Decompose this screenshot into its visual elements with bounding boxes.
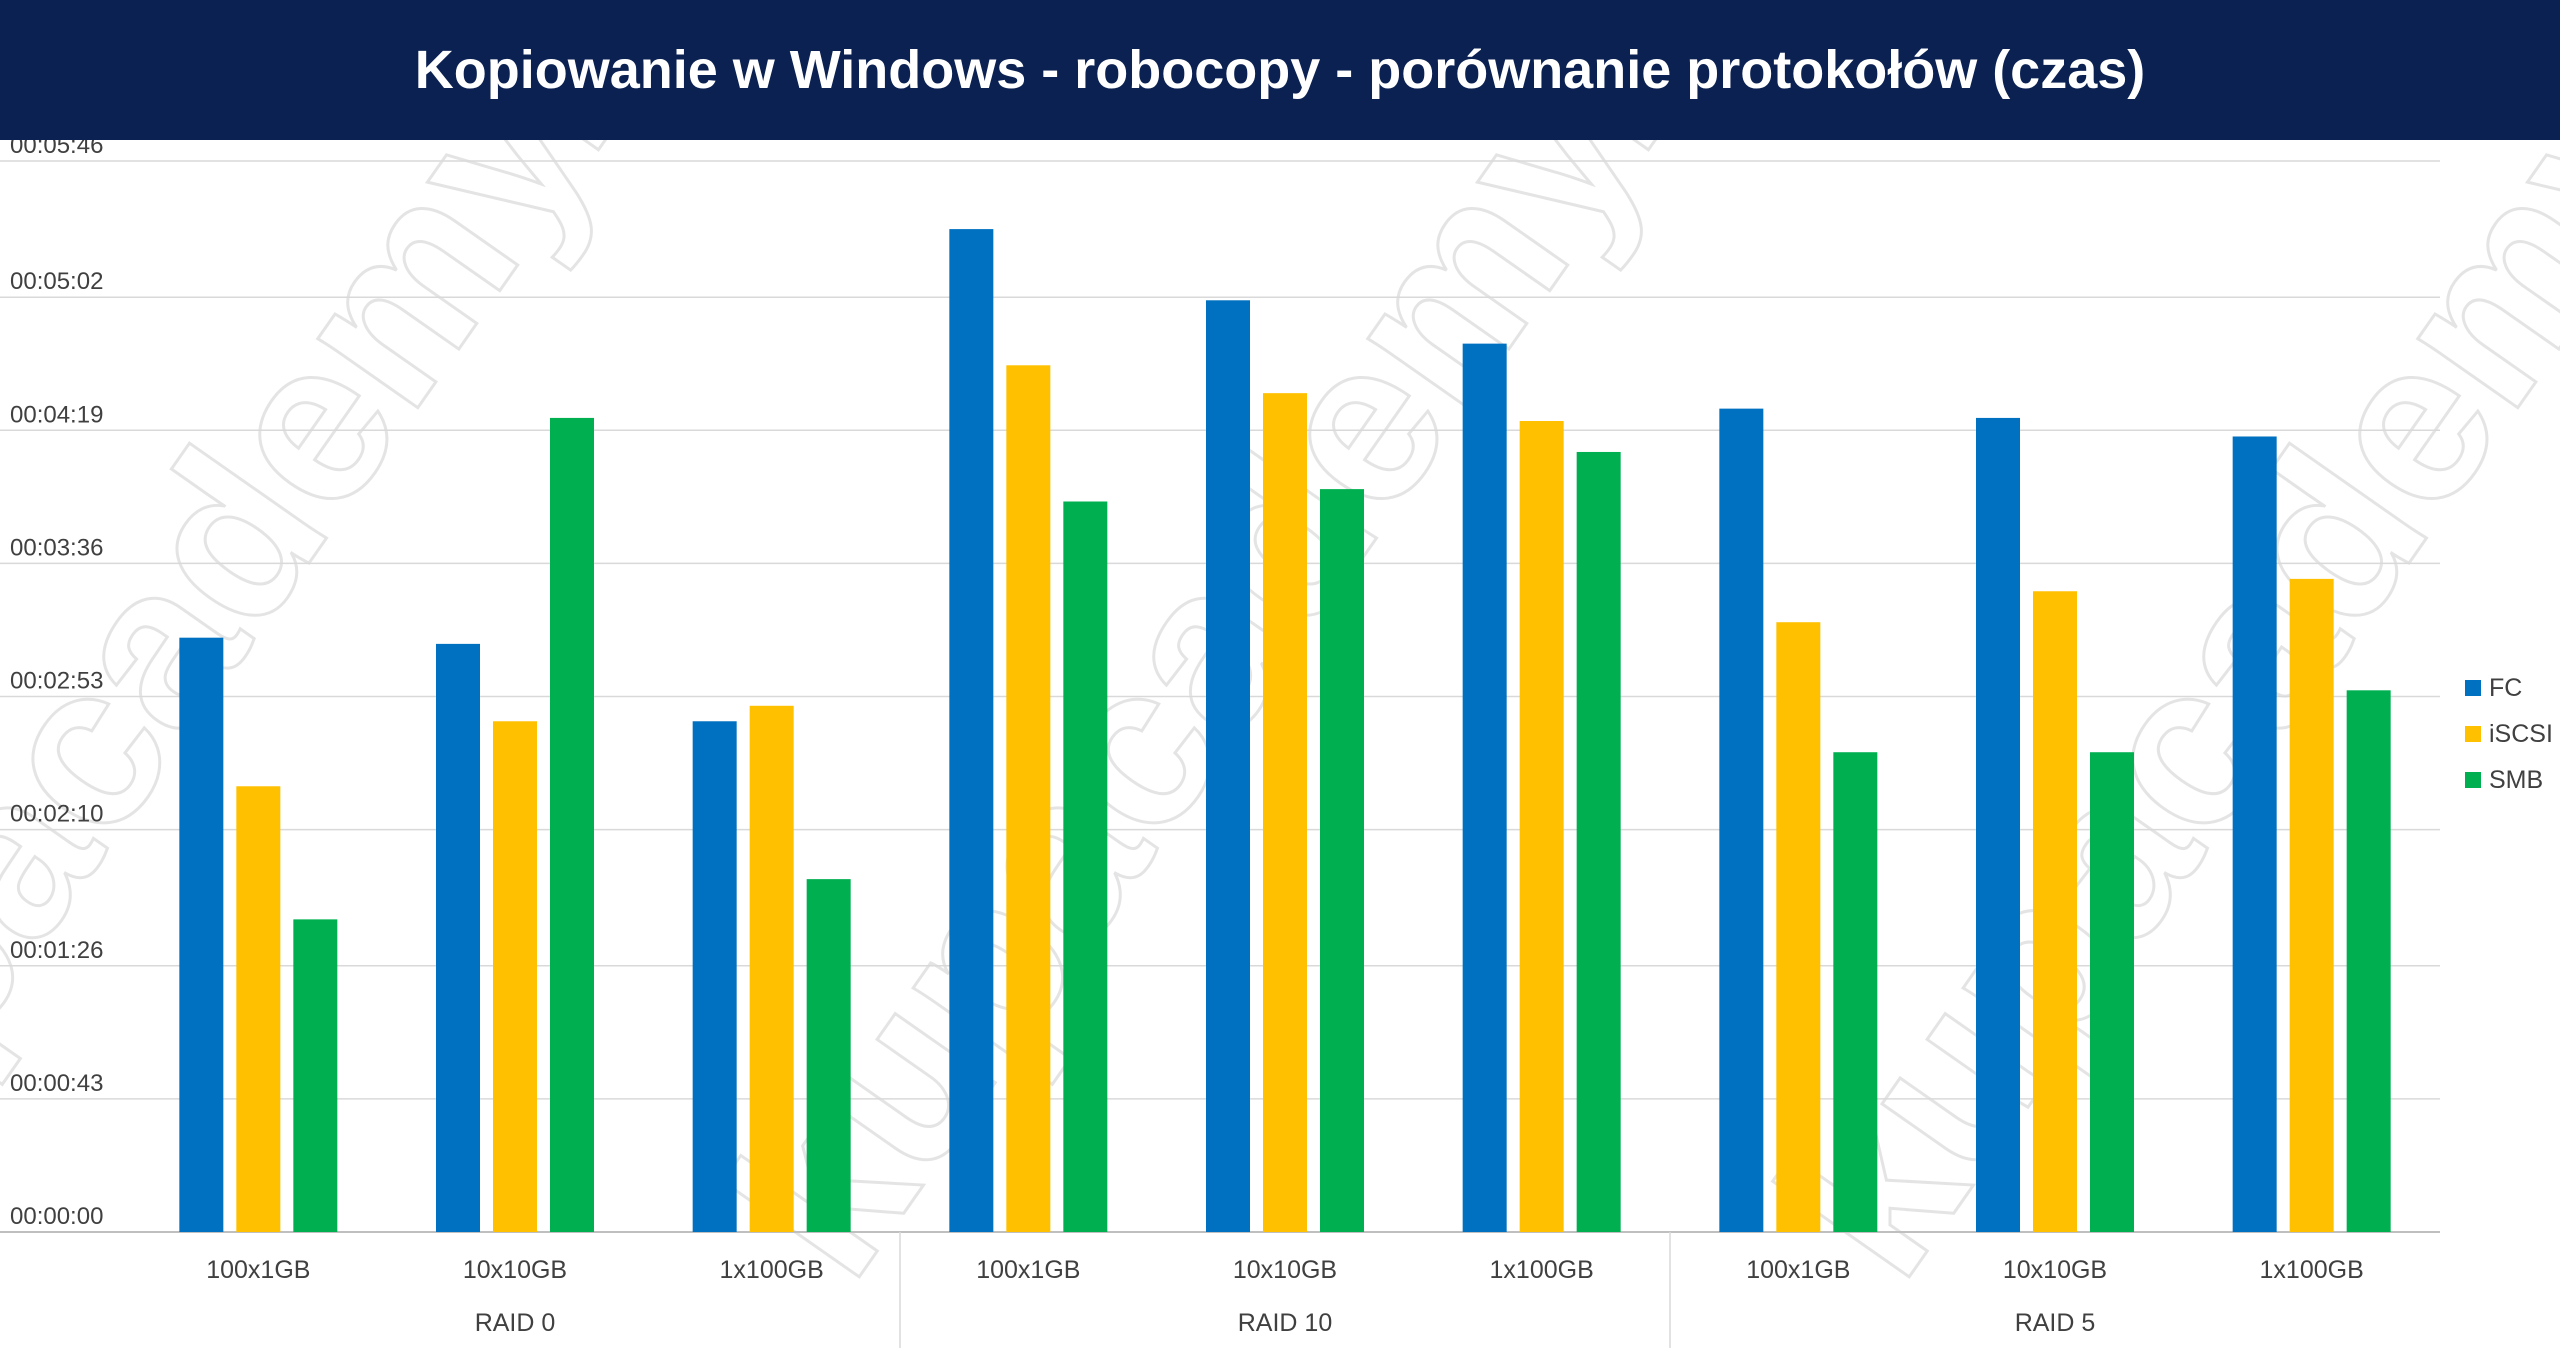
bar-fc <box>1206 300 1250 1233</box>
x-tick-label: 10x10GB <box>1233 1256 1337 1284</box>
x-tick-label: 1x100GB <box>720 1256 824 1284</box>
x-tick-label: 1x100GB <box>1490 1256 1594 1284</box>
bar-fc <box>949 229 994 1232</box>
bar-smb <box>1063 501 1108 1232</box>
legend-label: FC <box>2489 674 2522 702</box>
bar-iscsi <box>2289 578 2334 1232</box>
y-tick-label: 00:05:46 <box>10 140 103 159</box>
chart-area: kupacademy.pl kupacademy.pl kupacademy.pl … <box>0 140 2560 1348</box>
bar-fc <box>692 721 737 1232</box>
bar-iscsi <box>1006 365 1051 1232</box>
bar-iscsi <box>2033 591 2077 1232</box>
legend-swatch <box>2465 772 2481 788</box>
x-tick-label: 100x1GB <box>206 1256 310 1284</box>
bar-smb <box>550 417 594 1232</box>
bar-fc <box>1976 417 2020 1232</box>
bar-smb <box>293 919 338 1232</box>
x-tick-label: 10x10GB <box>2003 1256 2107 1284</box>
y-tick-label: 00:03:36 <box>10 534 103 561</box>
bar-iscsi <box>493 721 537 1232</box>
y-axis-ticks: 00:00:00 00:00:43 00:01:26 00:02:10 00:02:53… <box>10 140 103 1230</box>
x-tick-label: 1x100GB <box>2260 1256 2364 1284</box>
bar-smb <box>806 879 851 1232</box>
legend-swatch <box>2465 726 2481 742</box>
legend: FC iSCSI SMB <box>2465 674 2553 794</box>
bars <box>179 229 2391 1233</box>
x-tick-label: 100x1GB <box>976 1256 1080 1284</box>
bar-iscsi <box>1776 622 1821 1232</box>
bar-iscsi <box>1263 393 1307 1232</box>
x-tick-label: 10x10GB <box>463 1256 567 1284</box>
chart-title: Kopiowanie w Windows - robocopy - porówn… <box>414 40 2146 100</box>
y-tick-label: 00:02:10 <box>10 801 103 828</box>
bar-iscsi <box>1519 421 1564 1232</box>
bar-chart: kupacademy.plkupacademy.plkupacademy.pl … <box>0 140 2560 1348</box>
bar-smb <box>1576 451 1621 1232</box>
bar-iscsi <box>749 705 794 1232</box>
bar-fc <box>179 637 224 1232</box>
group-label: RAID 10 <box>1238 1309 1332 1337</box>
y-tick-label: 00:04:19 <box>10 401 103 428</box>
watermark-text: kupacademy.pl <box>0 140 784 1318</box>
y-tick-label: 00:05:02 <box>10 268 103 295</box>
group-labels: RAID 0 RAID 10 RAID 5 <box>475 1232 2096 1348</box>
y-tick-label: 00:02:53 <box>10 668 103 695</box>
y-tick-label: 00:00:43 <box>10 1070 103 1097</box>
bar-iscsi <box>236 786 281 1232</box>
bar-smb <box>1320 489 1364 1232</box>
bar-smb <box>2090 752 2134 1232</box>
legend-label: SMB <box>2489 766 2543 794</box>
bar-smb <box>1833 752 1878 1232</box>
title-bar: Kopiowanie w Windows - robocopy - porówn… <box>0 0 2560 140</box>
x-tick-label: 100x1GB <box>1746 1256 1850 1284</box>
legend-swatch <box>2465 680 2481 696</box>
y-tick-label: 00:00:00 <box>10 1203 103 1230</box>
y-tick-label: 00:01:26 <box>10 937 103 964</box>
legend-label: iSCSI <box>2489 720 2553 748</box>
bar-fc <box>436 643 480 1232</box>
bar-fc <box>1719 408 1764 1232</box>
bar-smb <box>2346 690 2391 1232</box>
bar-fc <box>1462 343 1507 1232</box>
bar-fc <box>2232 436 2277 1233</box>
group-label: RAID 5 <box>2015 1309 2096 1337</box>
x-axis-labels: 100x1GB 10x10GB 1x100GB 100x1GB 10x10GB 1x100… <box>206 1256 2364 1284</box>
group-label: RAID 0 <box>475 1309 556 1337</box>
watermark-text: kupacademy.pl <box>680 140 1834 1318</box>
